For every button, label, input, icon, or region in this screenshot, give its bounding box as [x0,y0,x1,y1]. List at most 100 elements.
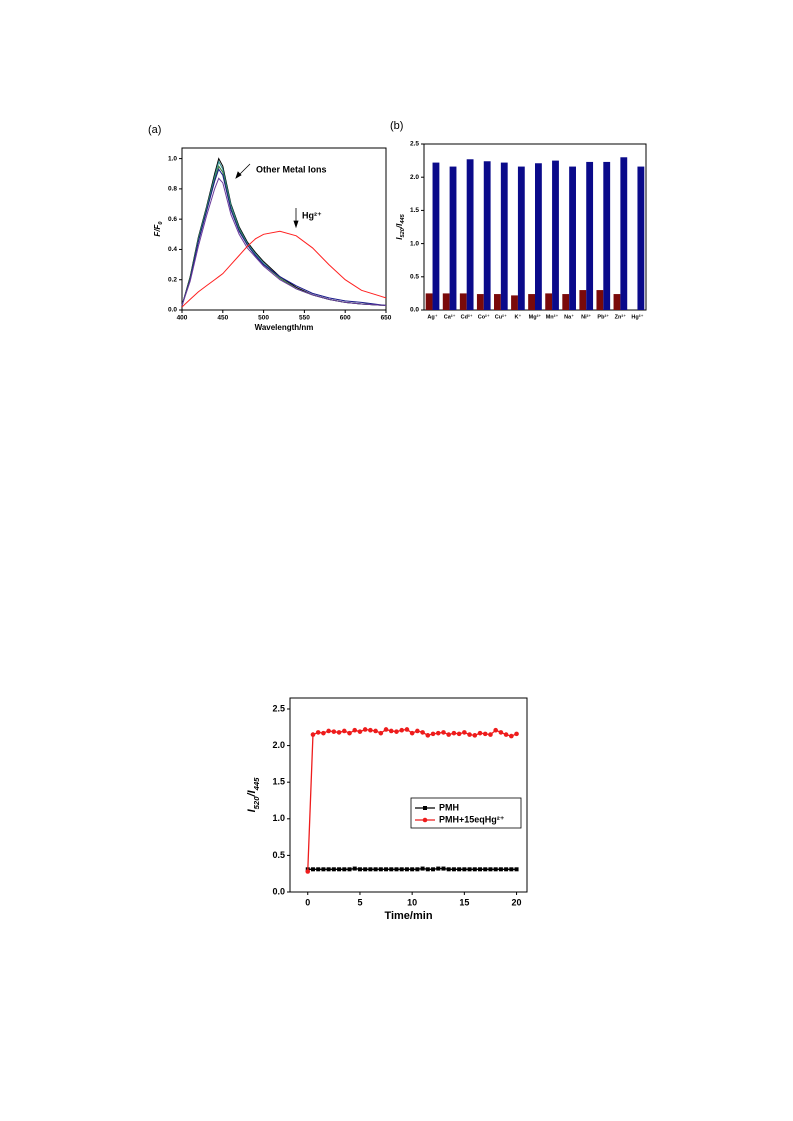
bar [466,159,474,310]
series-line [181,168,387,306]
marker [321,730,326,736]
marker [368,727,373,733]
y-tick-label: 1.5 [410,207,419,214]
legend-label: PMH+15eqHg²⁺ [439,814,505,824]
marker [337,867,342,872]
y-tick-label: 0.2 [168,276,177,283]
y-tick-label: 0.4 [168,246,177,253]
y-tick-label: 0.0 [272,886,285,896]
bar [579,290,587,310]
marker [467,867,472,872]
bar [517,166,525,310]
y-tick-label: 1.0 [168,155,177,162]
marker [373,728,378,734]
marker [352,866,357,871]
y-axis-label-part: I [395,237,404,240]
marker [310,867,315,872]
marker [451,867,456,872]
marker [315,730,321,735]
x-tick-label: 650 [381,315,392,322]
y-tick-label: 0.0 [410,307,419,314]
y-tick-label: 1.0 [272,813,285,823]
marker [493,867,498,872]
y-axis-label-part: I [246,808,258,812]
bar [603,161,611,310]
y-axis-label-part: 445 [252,777,261,792]
marker [415,728,420,734]
x-tick-label: Cu²⁺ [495,313,507,320]
bar [459,293,467,310]
marker [456,731,462,737]
bar [545,293,553,310]
y-axis-label-part: 520 [400,227,406,237]
x-tick-label: Mn²⁺ [546,313,559,320]
marker [482,731,488,737]
series-line [181,177,387,306]
marker [384,867,389,872]
bar [425,293,433,310]
bar [442,293,450,310]
marker [488,867,493,872]
marker [415,867,420,872]
bar [483,161,491,310]
y-tick-label: 2.5 [410,141,419,148]
marker [378,867,383,872]
marker [373,867,378,872]
bar [500,162,508,310]
x-tick-label: 500 [258,315,269,322]
x-tick-label: Ag⁺ [427,313,437,320]
y-axis-label: I520/I445 [395,213,406,239]
marker [347,730,352,736]
legend-marker [422,817,428,823]
marker [503,732,509,737]
x-tick-label: Ca²⁺ [444,313,456,320]
marker [431,867,436,872]
x-axis-label: Wavelength/nm [255,323,314,332]
y-axis-label-part: /I [395,223,404,229]
legend-label: PMH [439,802,459,812]
marker [509,867,514,872]
x-tick-label: 450 [217,315,228,322]
bar [613,294,621,310]
plot-frame [289,697,528,893]
marker [342,867,347,872]
x-tick-label: Co²⁺ [478,313,490,320]
bar [586,161,594,310]
marker [504,867,509,872]
marker [498,867,503,872]
y-tick-label: 1.5 [272,777,285,787]
y-axis-label-part: 445 [400,213,406,224]
marker [436,866,441,871]
x-tick-label: Zn²⁺ [615,313,627,320]
marker [347,867,352,872]
x-tick-label: 0 [305,897,310,907]
marker [509,733,514,739]
y-tick-label: 2.0 [272,740,285,750]
bar [569,166,576,310]
x-tick-label: Ni²⁺ [581,313,591,320]
marker [441,866,446,871]
bar [620,157,628,310]
y-axis-label-part: F/F [153,223,162,236]
x-tick-label: 550 [299,315,310,322]
marker [420,730,425,735]
marker [451,730,457,736]
marker [462,867,467,872]
series-line [181,160,387,306]
marker [394,867,399,872]
bar [494,294,501,310]
marker [420,866,425,871]
marker [399,727,405,733]
bar [535,163,542,310]
x-tick-label: Mg²⁺ [529,313,542,320]
marker [498,730,504,735]
annotation: Other Metal Ions [256,164,327,174]
y-axis-label: I520/I445 [246,777,261,813]
marker [352,727,358,733]
marker [326,728,331,734]
marker [399,867,404,872]
x-tick-label: 10 [407,897,417,907]
y-tick-label: 1.0 [410,240,419,247]
bar [511,295,518,310]
